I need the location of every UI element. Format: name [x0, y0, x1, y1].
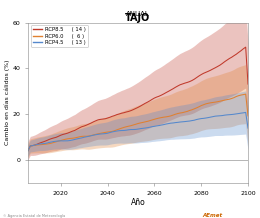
Text: © Agencia Estatal de Meteorología: © Agencia Estatal de Meteorología	[3, 214, 65, 218]
X-axis label: Año: Año	[131, 198, 145, 207]
Text: AEmet: AEmet	[203, 213, 223, 218]
Legend: RCP8.5     ( 14 ), RCP6.0     (  6 ), RCP4.5     ( 13 ): RCP8.5 ( 14 ), RCP6.0 ( 6 ), RCP4.5 ( 13…	[31, 25, 88, 47]
Y-axis label: Cambio en días cálidos (%): Cambio en días cálidos (%)	[4, 60, 10, 145]
Text: ANUAL: ANUAL	[126, 11, 150, 17]
Title: TAJO: TAJO	[125, 13, 151, 23]
